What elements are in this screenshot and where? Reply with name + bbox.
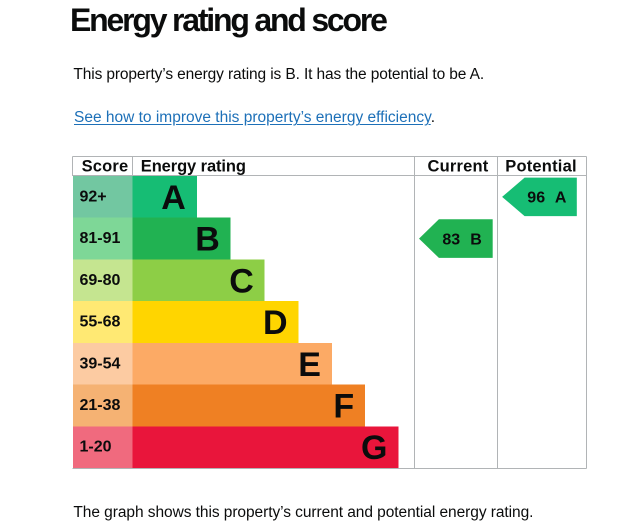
svg-text:E: E [298, 346, 321, 384]
svg-text:39-54: 39-54 [80, 355, 121, 372]
svg-text:Potential: Potential [505, 158, 576, 176]
svg-text:92+: 92+ [80, 188, 107, 205]
svg-text:D: D [263, 304, 288, 342]
svg-text:A: A [161, 179, 186, 217]
svg-text:G: G [361, 429, 387, 467]
svg-text:B: B [470, 231, 482, 248]
svg-text:21-38: 21-38 [80, 397, 121, 414]
svg-text:Score: Score [82, 158, 129, 176]
svg-text:Current: Current [428, 158, 489, 176]
svg-text:Energy rating: Energy rating [141, 158, 246, 176]
svg-text:55-68: 55-68 [80, 314, 121, 331]
svg-text:69-80: 69-80 [80, 272, 121, 289]
svg-text:C: C [229, 262, 254, 300]
svg-text:96: 96 [527, 190, 545, 207]
svg-text:1-20: 1-20 [80, 439, 112, 456]
svg-text:A: A [555, 190, 567, 207]
svg-text:B: B [195, 221, 220, 259]
svg-text:F: F [333, 388, 354, 426]
svg-text:83: 83 [442, 231, 460, 248]
svg-text:81-91: 81-91 [80, 230, 121, 247]
